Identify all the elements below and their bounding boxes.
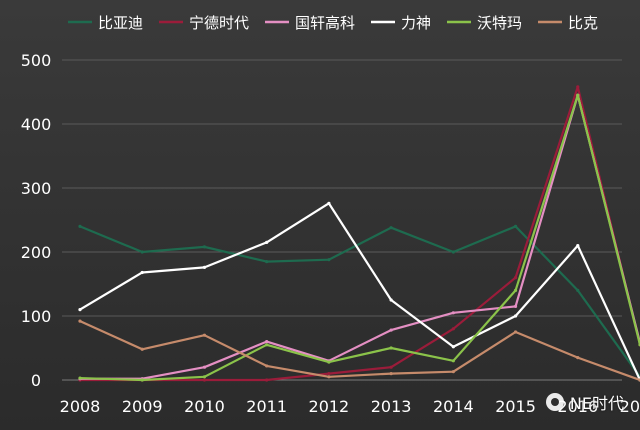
- y-tick-label: 400: [21, 115, 52, 134]
- data-point: [389, 226, 393, 230]
- data-point: [513, 314, 518, 318]
- data-point: [140, 270, 144, 275]
- watermark-text: NE时代: [569, 394, 624, 413]
- x-tick-label: 2013: [371, 397, 412, 416]
- x-tick-label: 2011: [246, 397, 287, 416]
- data-point: [513, 304, 518, 308]
- legend-label: 力神: [401, 14, 431, 32]
- data-point: [78, 319, 82, 323]
- data-point: [327, 375, 331, 379]
- data-point: [389, 298, 393, 302]
- y-tick-label: 100: [21, 307, 52, 326]
- series-line-5: [78, 94, 640, 382]
- watermark: NE时代: [545, 390, 624, 414]
- data-point: [327, 372, 331, 376]
- data-point: [576, 85, 580, 89]
- y-tick-label: 200: [21, 243, 52, 262]
- data-point: [265, 260, 269, 264]
- x-tick-label: 2010: [184, 397, 225, 416]
- data-point: [576, 288, 580, 292]
- data-point: [513, 224, 518, 228]
- data-point: [451, 345, 455, 349]
- x-tick-label: 2012: [309, 397, 350, 416]
- x-tick-label: 2016: [557, 397, 598, 416]
- series-line-4: [78, 202, 640, 382]
- data-point: [327, 360, 331, 364]
- data-point: [78, 376, 82, 380]
- series-line-6: [78, 320, 640, 382]
- data-point: [140, 378, 144, 382]
- series-line-3: [78, 94, 640, 380]
- data-point: [327, 258, 331, 262]
- data-point: [140, 250, 144, 254]
- data-point: [451, 370, 455, 374]
- data-point: [202, 365, 207, 369]
- data-point: [202, 378, 207, 382]
- x-tick-label: 2014: [433, 397, 474, 416]
- data-point: [451, 327, 455, 331]
- data-point: [327, 201, 331, 205]
- data-point: [576, 93, 580, 97]
- legend-label: 沃特玛: [477, 14, 522, 32]
- data-point: [265, 364, 269, 368]
- legend-label: 比亚迪: [98, 14, 143, 32]
- legend-label: 比克: [568, 14, 598, 32]
- y-tick-label: 500: [21, 51, 52, 70]
- x-tick-label: 2008: [60, 397, 101, 416]
- data-point: [265, 340, 269, 344]
- x-tick-label: 2017: [620, 397, 640, 416]
- data-point: [202, 245, 207, 249]
- data-point: [451, 250, 455, 254]
- series-line-1: [78, 225, 640, 378]
- data-point: [265, 240, 269, 244]
- data-point: [389, 328, 393, 332]
- series-line-2: [78, 85, 640, 382]
- data-point: [202, 333, 207, 337]
- data-point: [451, 311, 455, 315]
- data-point: [389, 346, 393, 350]
- data-point: [576, 356, 580, 360]
- data-point: [202, 375, 207, 379]
- x-tick-label: 2009: [122, 397, 163, 416]
- data-point: [202, 265, 207, 269]
- data-point: [140, 347, 144, 351]
- wechat-icon: [545, 393, 564, 411]
- y-tick-label: 300: [21, 179, 52, 198]
- x-tick-label: 2015: [495, 397, 536, 416]
- data-point: [265, 343, 269, 347]
- y-tick-label: 0: [31, 371, 41, 390]
- legend-label: 宁德时代: [189, 14, 249, 32]
- data-point: [513, 276, 518, 280]
- legend-label: 国轩高科: [295, 14, 355, 32]
- data-point: [389, 365, 393, 369]
- data-point: [78, 308, 82, 312]
- data-point: [78, 224, 82, 228]
- data-point: [576, 244, 580, 248]
- data-point: [513, 288, 518, 292]
- data-point: [389, 372, 393, 376]
- data-point: [513, 330, 518, 334]
- data-point: [265, 378, 269, 382]
- data-point: [451, 359, 455, 363]
